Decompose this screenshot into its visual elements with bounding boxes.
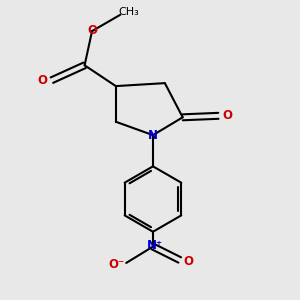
Text: O: O [38,74,47,87]
Text: O: O [223,109,233,122]
Text: N⁺: N⁺ [146,238,163,252]
Text: O: O [88,24,98,37]
Text: CH₃: CH₃ [118,7,139,17]
Text: N: N [148,129,158,142]
Text: O: O [183,255,193,268]
Text: O⁻: O⁻ [109,258,125,271]
